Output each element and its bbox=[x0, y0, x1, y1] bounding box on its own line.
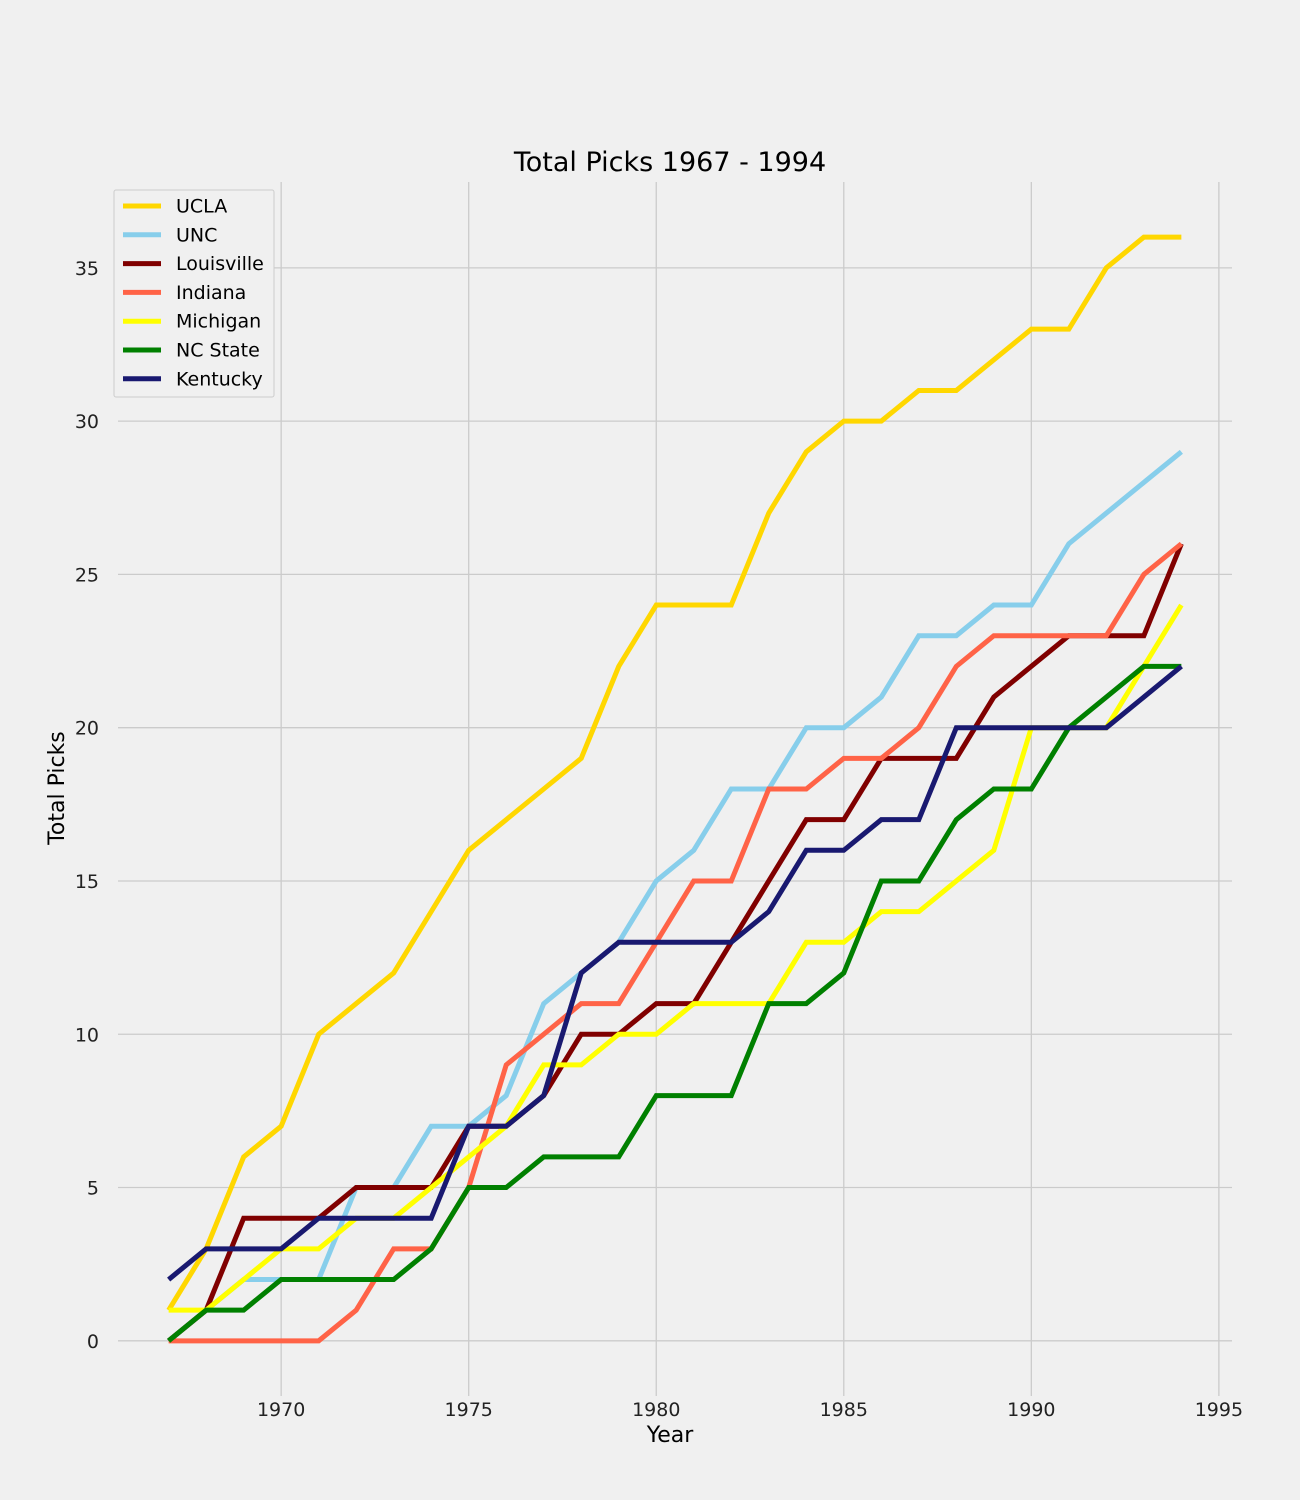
y-tick-label-10: 10 bbox=[75, 1024, 99, 1046]
y-tick-label-35: 35 bbox=[75, 258, 99, 280]
series-layer bbox=[166, 234, 1184, 1344]
y-tick-label-5: 5 bbox=[87, 1178, 99, 1200]
x-tick-label-1985: 1985 bbox=[820, 1399, 868, 1421]
legend-label-michigan: Michigan bbox=[176, 311, 261, 333]
x-tick-label-1990: 1990 bbox=[1007, 1399, 1055, 1421]
legend-label-nc-state: NC State bbox=[176, 340, 260, 362]
x-tick-label-1995: 1995 bbox=[1195, 1399, 1243, 1421]
legend-label-kentucky: Kentucky bbox=[176, 368, 263, 390]
series-line-kentucky bbox=[167, 664, 1183, 1282]
series-line-nc-state bbox=[167, 663, 1182, 1343]
x-tick-label-1975: 1975 bbox=[445, 1399, 493, 1421]
legend-frame bbox=[113, 189, 275, 398]
x-tick-label-1970: 1970 bbox=[257, 1399, 305, 1421]
legend-label-louisville: Louisville bbox=[176, 253, 264, 275]
x-tick-label-1980: 1980 bbox=[632, 1399, 680, 1421]
tick-layer: 1970 1975 1980 1985 1990 1995 0 5 10 15 20 25 30 35 bbox=[75, 258, 1243, 1421]
y-tick-label-25: 25 bbox=[75, 564, 99, 586]
legend-label-ucla: UCLA bbox=[176, 196, 227, 218]
x-axis-label: Year bbox=[646, 1423, 695, 1448]
chart-title: Total Picks 1967 - 1994 bbox=[513, 147, 826, 178]
y-axis-label: Total Picks bbox=[45, 731, 70, 846]
series-line-ucla bbox=[166, 234, 1182, 1312]
legend: UCLA UNC Louisville Indiana Michigan NC State… bbox=[113, 189, 275, 398]
y-tick-label-30: 30 bbox=[75, 411, 99, 433]
series-line-indiana bbox=[168, 541, 1183, 1344]
legend-label-indiana: Indiana bbox=[176, 282, 246, 304]
y-tick-label-0: 0 bbox=[87, 1331, 99, 1353]
legend-items: UCLA UNC Louisville Indiana Michigan NC State… bbox=[123, 196, 264, 390]
series-line-louisville bbox=[167, 542, 1184, 1343]
y-tick-label-20: 20 bbox=[75, 718, 99, 740]
y-tick-label-15: 15 bbox=[75, 871, 99, 893]
legend-label-unc: UNC bbox=[176, 224, 217, 246]
